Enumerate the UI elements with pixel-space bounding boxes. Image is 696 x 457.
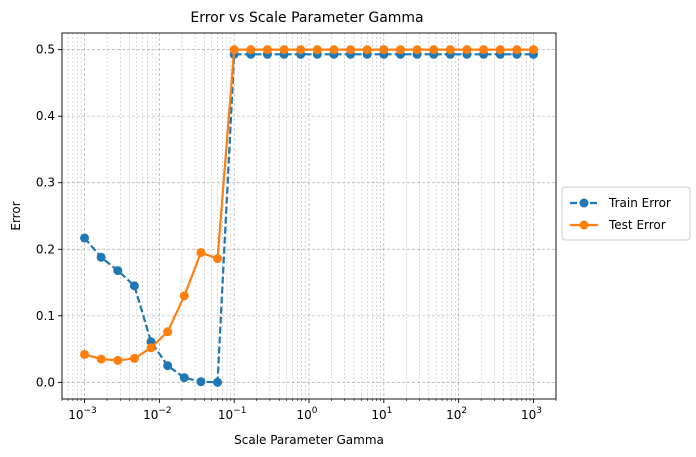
legend-box: [562, 187, 690, 240]
data-point: [512, 45, 521, 54]
data-point: [329, 45, 338, 54]
y-tick-label: 0.3: [36, 176, 55, 190]
x-tick-base: 10: [68, 408, 83, 422]
data-point: [213, 378, 222, 387]
data-point: [446, 45, 455, 54]
data-point: [130, 354, 139, 363]
data-point: [196, 377, 205, 386]
data-point: [180, 373, 189, 382]
data-point: [363, 45, 372, 54]
x-tick-base: 10: [143, 408, 158, 422]
data-point: [479, 45, 488, 54]
data-point: [263, 45, 272, 54]
y-axis-label: Error: [9, 201, 23, 230]
data-point: [313, 45, 322, 54]
data-point: [130, 281, 139, 290]
legend-marker: [580, 199, 589, 208]
data-point: [163, 327, 172, 336]
data-point: [196, 248, 205, 257]
data-point: [429, 45, 438, 54]
x-tick-exponent: 2: [461, 406, 467, 416]
data-point: [413, 45, 422, 54]
x-tick-exponent: −2: [158, 406, 171, 416]
data-point: [113, 266, 122, 275]
data-point: [163, 361, 172, 370]
x-axis-label: Scale Parameter Gamma: [234, 433, 384, 447]
chart-title: Error vs Scale Parameter Gamma: [190, 10, 423, 26]
x-tick-base: 10: [296, 408, 311, 422]
data-point: [97, 253, 106, 262]
data-point: [180, 291, 189, 300]
legend-label: Test Error: [608, 218, 666, 232]
y-tick-label: 0.4: [36, 109, 55, 123]
data-point: [346, 45, 355, 54]
legend-marker: [580, 221, 589, 230]
data-point: [80, 233, 89, 242]
x-tick-base: 10: [446, 408, 461, 422]
x-tick-exponent: −3: [84, 406, 97, 416]
y-tick-label: 0.2: [36, 242, 55, 256]
data-point: [462, 45, 471, 54]
data-point: [97, 355, 106, 364]
data-point: [80, 350, 89, 359]
legend-label: Train Error: [608, 196, 671, 210]
data-point: [529, 45, 538, 54]
x-tick-exponent: 1: [387, 406, 393, 416]
data-point: [496, 45, 505, 54]
x-tick-exponent: 0: [312, 406, 318, 416]
y-tick-label: 0.0: [36, 375, 55, 389]
data-point: [379, 45, 388, 54]
data-point: [280, 45, 289, 54]
x-tick-base: 10: [371, 408, 386, 422]
x-tick-exponent: 3: [536, 406, 542, 416]
data-point: [396, 45, 405, 54]
legend: Train Error Test Error: [562, 187, 690, 240]
y-tick-label: 0.5: [36, 43, 55, 57]
data-point: [147, 343, 156, 352]
data-point: [113, 356, 122, 365]
x-tick-exponent: −1: [233, 406, 246, 416]
x-tick-base: 10: [218, 408, 233, 422]
data-point: [230, 45, 239, 54]
data-point: [296, 45, 305, 54]
y-tick-label: 0.1: [36, 309, 55, 323]
x-tick-base: 10: [521, 408, 536, 422]
data-point: [246, 45, 255, 54]
data-point: [213, 254, 222, 263]
